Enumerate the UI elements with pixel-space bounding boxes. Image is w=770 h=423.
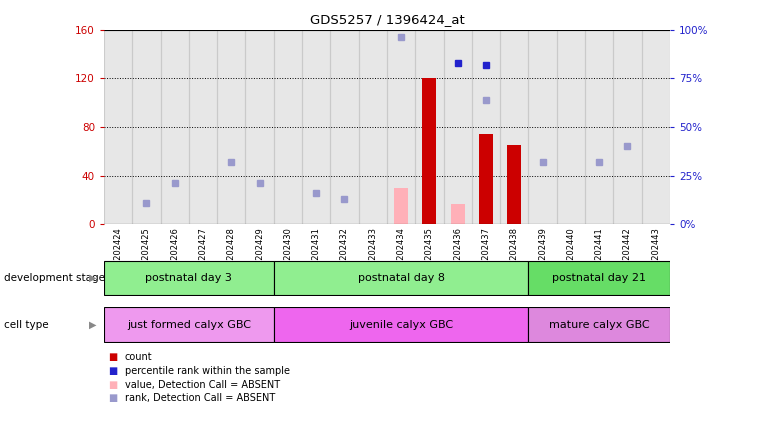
Bar xyxy=(500,30,528,224)
Bar xyxy=(189,30,217,224)
Text: postnatal day 21: postnatal day 21 xyxy=(552,273,646,283)
Text: postnatal day 8: postnatal day 8 xyxy=(357,273,444,283)
Bar xyxy=(394,188,408,224)
Text: ■: ■ xyxy=(108,393,117,403)
Text: rank, Detection Call = ABSENT: rank, Detection Call = ABSENT xyxy=(125,393,275,403)
Bar xyxy=(104,30,132,224)
Text: value, Detection Call = ABSENT: value, Detection Call = ABSENT xyxy=(125,379,280,390)
Bar xyxy=(246,30,273,224)
Text: ■: ■ xyxy=(108,379,117,390)
Bar xyxy=(613,30,641,224)
Bar xyxy=(585,30,613,224)
Text: GDS5257 / 1396424_at: GDS5257 / 1396424_at xyxy=(310,13,464,26)
Bar xyxy=(472,30,500,224)
Bar xyxy=(359,30,387,224)
Text: count: count xyxy=(125,352,152,363)
Text: ■: ■ xyxy=(108,366,117,376)
Bar xyxy=(641,30,670,224)
Bar xyxy=(557,30,585,224)
Bar xyxy=(160,30,189,224)
Text: ▶: ▶ xyxy=(89,320,96,330)
Bar xyxy=(274,308,528,342)
Bar xyxy=(444,30,472,224)
Bar xyxy=(387,30,415,224)
Bar xyxy=(415,30,444,224)
Text: just formed calyx GBC: just formed calyx GBC xyxy=(127,320,251,330)
Bar xyxy=(507,145,521,224)
Text: juvenile calyx GBC: juvenile calyx GBC xyxy=(349,320,453,330)
Bar xyxy=(274,261,528,295)
Bar xyxy=(132,30,160,224)
Bar xyxy=(217,30,246,224)
Bar xyxy=(273,30,302,224)
Bar xyxy=(528,30,557,224)
Text: postnatal day 3: postnatal day 3 xyxy=(146,273,233,283)
Text: cell type: cell type xyxy=(4,320,49,330)
Bar xyxy=(422,78,437,224)
Text: mature calyx GBC: mature calyx GBC xyxy=(549,320,649,330)
Text: percentile rank within the sample: percentile rank within the sample xyxy=(125,366,290,376)
Bar xyxy=(528,308,670,342)
Text: ▶: ▶ xyxy=(89,273,96,283)
Bar xyxy=(104,261,274,295)
Bar xyxy=(528,261,670,295)
Text: development stage: development stage xyxy=(4,273,105,283)
Bar xyxy=(479,134,493,224)
Bar xyxy=(104,308,274,342)
Bar xyxy=(450,203,465,224)
Bar xyxy=(302,30,330,224)
Text: ■: ■ xyxy=(108,352,117,363)
Bar xyxy=(330,30,359,224)
